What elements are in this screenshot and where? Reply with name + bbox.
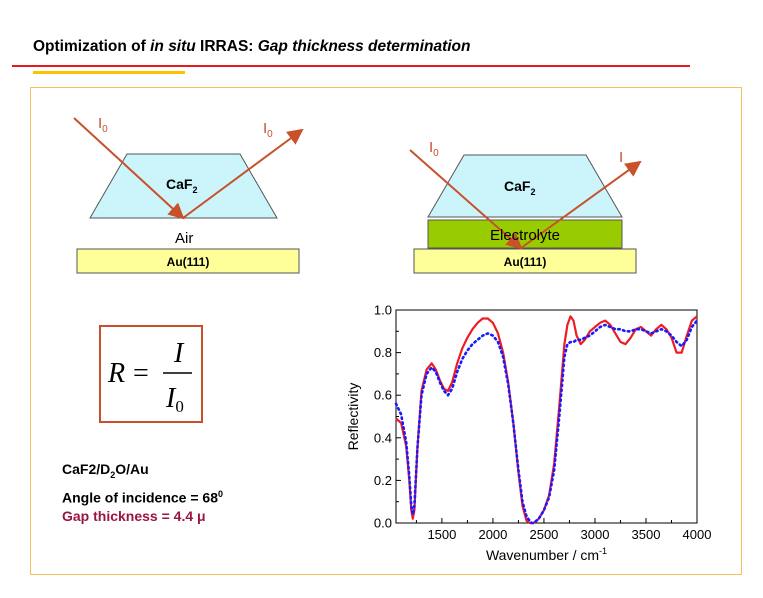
x-tick-label: 2000 bbox=[478, 527, 507, 542]
right-prism-label: CaF2 bbox=[504, 178, 535, 197]
incidence-angle: Angle of incidence = 680 bbox=[62, 488, 224, 506]
x-axis-label: Wavenumber / cm-1 bbox=[486, 546, 607, 563]
left-reflected-beam bbox=[182, 128, 304, 219]
right-incident-label: I0 bbox=[429, 139, 439, 159]
right-substrate bbox=[413, 248, 637, 274]
gap-thickness: Gap thickness = 4.4 μ bbox=[62, 508, 206, 525]
sample-info: CaF2/D2O/Au Angle of incidence = 680 Gap… bbox=[62, 460, 223, 526]
y-tick-label: 0.6 bbox=[374, 388, 392, 403]
x-tick-label: 3000 bbox=[581, 527, 610, 542]
equation-box bbox=[99, 325, 203, 423]
left-prism-label: CaF2 bbox=[166, 176, 197, 195]
y-tick-label: 1.0 bbox=[374, 303, 392, 318]
title-underline-red bbox=[12, 65, 690, 67]
measured-series-line bbox=[395, 315, 698, 525]
x-tick-label: 4000 bbox=[683, 527, 712, 542]
right-medium-label: Electrolyte bbox=[490, 227, 560, 244]
equation-lhs: R bbox=[107, 358, 125, 389]
left-medium-label: Air bbox=[175, 230, 193, 247]
left-reflected-label: I0 bbox=[263, 120, 273, 140]
x-tick-label: 1500 bbox=[427, 527, 456, 542]
right-reflected-beam bbox=[520, 160, 642, 249]
equation-denominator: I0 bbox=[165, 383, 184, 416]
right-reflected-label: I bbox=[619, 149, 623, 166]
y-tick-label: 0.2 bbox=[374, 473, 392, 488]
right-electrolyte bbox=[427, 219, 623, 249]
title-underline-yellow bbox=[33, 71, 185, 74]
x-tick-label: 3500 bbox=[632, 527, 661, 542]
right-setup: I0 I CaF2 Electrolyte Au(111) bbox=[409, 139, 642, 274]
left-substrate-label: Au(111) bbox=[167, 255, 210, 269]
left-setup: I0 I0 CaF2 Air Au(111) bbox=[73, 115, 304, 274]
left-incident-label: I0 bbox=[98, 115, 108, 135]
right-substrate-label: Au(111) bbox=[504, 255, 547, 269]
y-tick-label: 0.0 bbox=[374, 516, 392, 531]
right-prism bbox=[427, 154, 623, 218]
fit-series-line bbox=[394, 319, 699, 525]
left-substrate bbox=[76, 248, 300, 274]
left-prism bbox=[89, 153, 278, 219]
equation-numerator: I bbox=[173, 338, 185, 369]
content-frame bbox=[30, 87, 742, 575]
y-tick-label: 0.8 bbox=[374, 345, 392, 360]
slide-title: Optimization of in situ IRRAS: Gap thick… bbox=[33, 38, 471, 55]
x-tick-label: 2500 bbox=[529, 527, 558, 542]
reflectivity-equation: R = I I0 bbox=[107, 338, 192, 416]
y-axis-label: Reflectivity bbox=[345, 383, 361, 451]
plot-frame bbox=[395, 309, 698, 524]
y-tick-label: 0.4 bbox=[374, 430, 392, 445]
sample-system: CaF2/D2O/Au bbox=[62, 461, 149, 480]
left-incident-beam bbox=[73, 117, 185, 220]
equation-equals: = bbox=[133, 358, 149, 389]
right-incident-beam bbox=[409, 149, 523, 250]
